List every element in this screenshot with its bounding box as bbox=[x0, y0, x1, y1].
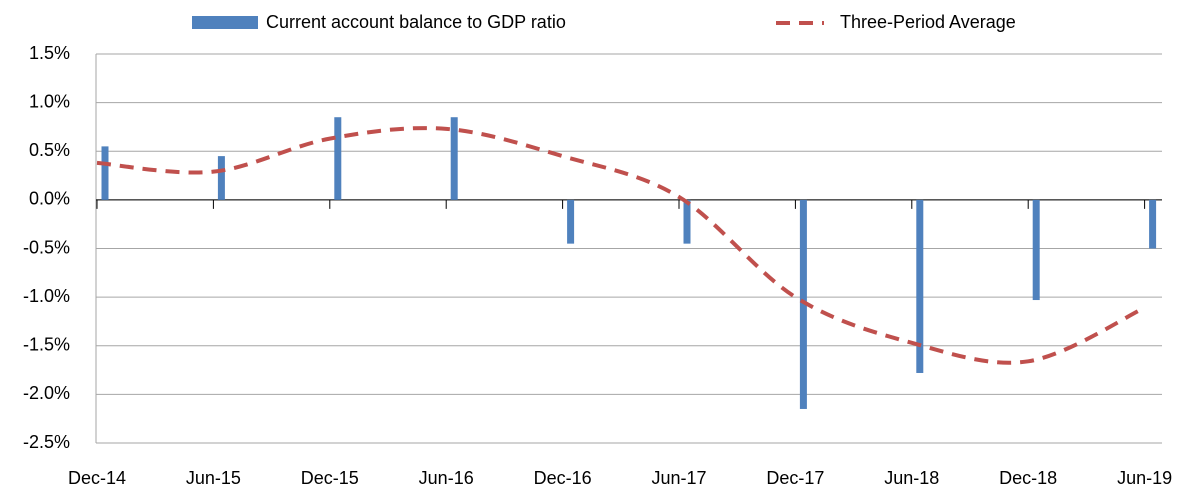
y-tick-label: 1.5% bbox=[29, 43, 70, 63]
bar bbox=[1032, 199, 1040, 301]
bar bbox=[916, 199, 924, 373]
y-tick-label: -1.5% bbox=[23, 335, 70, 355]
y-tick-label: -1.0% bbox=[23, 286, 70, 306]
x-tick-label: Dec-18 bbox=[999, 468, 1057, 488]
x-tick-label: Jun-18 bbox=[884, 468, 939, 488]
y-tick-label: -2.0% bbox=[23, 383, 70, 403]
x-tick-label: Jun-17 bbox=[651, 468, 706, 488]
bar bbox=[101, 146, 109, 200]
x-tick-label: Dec-17 bbox=[766, 468, 824, 488]
x-tick-label: Dec-14 bbox=[68, 468, 126, 488]
x-tick-label: Jun-19 bbox=[1117, 468, 1172, 488]
bar bbox=[450, 117, 458, 200]
bar bbox=[1149, 199, 1157, 249]
y-tick-label: 1.0% bbox=[29, 91, 70, 111]
y-tick-label: -2.5% bbox=[23, 432, 70, 452]
bar bbox=[799, 199, 807, 409]
x-tick-label: Jun-16 bbox=[419, 468, 474, 488]
x-tick-label: Dec-15 bbox=[301, 468, 359, 488]
legend-label: Three-Period Average bbox=[840, 12, 1016, 32]
bar bbox=[334, 117, 342, 200]
y-tick-label: 0.5% bbox=[29, 140, 70, 160]
line bbox=[96, 126, 1146, 365]
bar bbox=[217, 156, 225, 200]
x-tick-label: Jun-15 bbox=[186, 468, 241, 488]
x-tick-label: Dec-16 bbox=[534, 468, 592, 488]
bar bbox=[567, 199, 575, 244]
legend-swatch bbox=[192, 16, 258, 29]
bar bbox=[683, 199, 691, 244]
legend-label: Current account balance to GDP ratio bbox=[266, 12, 566, 32]
y-tick-label: -0.5% bbox=[23, 237, 70, 257]
y-tick-label: 0.0% bbox=[29, 189, 70, 209]
